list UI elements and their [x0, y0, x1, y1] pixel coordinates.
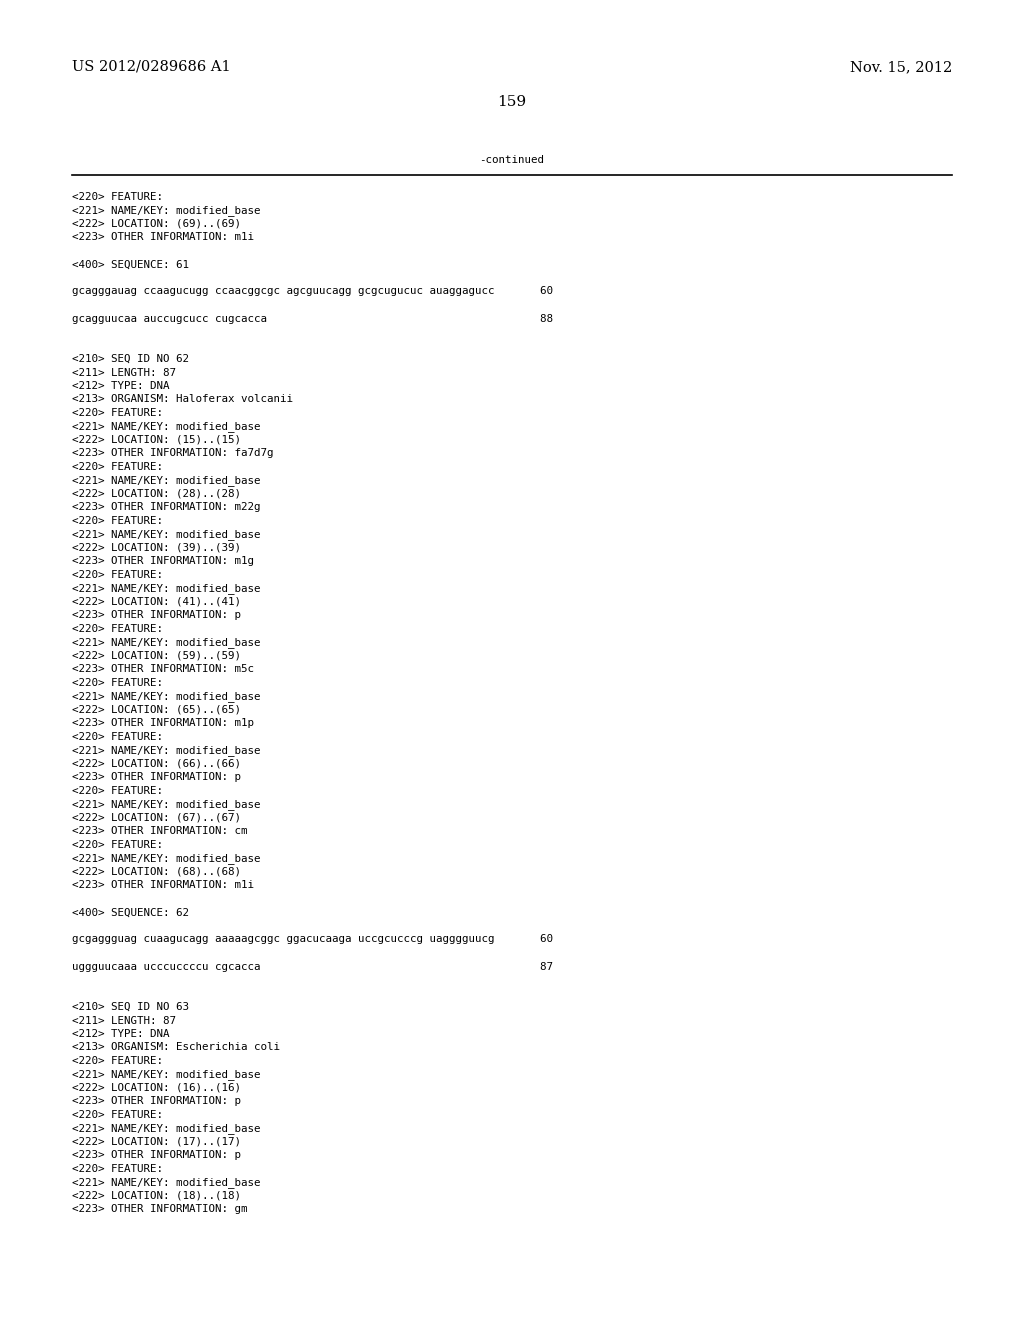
- Text: gcagggauag ccaagucugg ccaacggcgc agcguucagg gcgcugucuc auaggagucc       60: gcagggauag ccaagucugg ccaacggcgc agcguuc…: [72, 286, 553, 297]
- Text: <223> OTHER INFORMATION: p: <223> OTHER INFORMATION: p: [72, 610, 241, 620]
- Text: <221> NAME/KEY: modified_base: <221> NAME/KEY: modified_base: [72, 746, 260, 756]
- Text: <222> LOCATION: (41)..(41): <222> LOCATION: (41)..(41): [72, 597, 241, 607]
- Text: <223> OTHER INFORMATION: m1i: <223> OTHER INFORMATION: m1i: [72, 880, 254, 891]
- Text: <222> LOCATION: (18)..(18): <222> LOCATION: (18)..(18): [72, 1191, 241, 1201]
- Text: <223> OTHER INFORMATION: m5c: <223> OTHER INFORMATION: m5c: [72, 664, 254, 675]
- Text: <221> NAME/KEY: modified_base: <221> NAME/KEY: modified_base: [72, 206, 260, 216]
- Text: <213> ORGANISM: Haloferax volcanii: <213> ORGANISM: Haloferax volcanii: [72, 395, 293, 404]
- Text: US 2012/0289686 A1: US 2012/0289686 A1: [72, 59, 230, 74]
- Text: <223> OTHER INFORMATION: p: <223> OTHER INFORMATION: p: [72, 1151, 241, 1160]
- Text: <223> OTHER INFORMATION: cm: <223> OTHER INFORMATION: cm: [72, 826, 248, 837]
- Text: <221> NAME/KEY: modified_base: <221> NAME/KEY: modified_base: [72, 1177, 260, 1188]
- Text: <222> LOCATION: (16)..(16): <222> LOCATION: (16)..(16): [72, 1082, 241, 1093]
- Text: gcgaggguag cuaagucagg aaaaagcggc ggacucaaga uccgcucccg uagggguucg       60: gcgaggguag cuaagucagg aaaaagcggc ggacuca…: [72, 935, 553, 945]
- Text: <223> OTHER INFORMATION: fa7d7g: <223> OTHER INFORMATION: fa7d7g: [72, 449, 273, 458]
- Text: <210> SEQ ID NO 63: <210> SEQ ID NO 63: [72, 1002, 189, 1012]
- Text: <210> SEQ ID NO 62: <210> SEQ ID NO 62: [72, 354, 189, 364]
- Text: <222> LOCATION: (66)..(66): <222> LOCATION: (66)..(66): [72, 759, 241, 770]
- Text: <221> NAME/KEY: modified_base: <221> NAME/KEY: modified_base: [72, 1069, 260, 1080]
- Text: <223> OTHER INFORMATION: m1g: <223> OTHER INFORMATION: m1g: [72, 557, 254, 566]
- Text: <220> FEATURE:: <220> FEATURE:: [72, 1164, 163, 1173]
- Text: <222> LOCATION: (15)..(15): <222> LOCATION: (15)..(15): [72, 436, 241, 445]
- Text: <221> NAME/KEY: modified_base: <221> NAME/KEY: modified_base: [72, 421, 260, 433]
- Text: <220> FEATURE:: <220> FEATURE:: [72, 462, 163, 473]
- Text: <222> LOCATION: (65)..(65): <222> LOCATION: (65)..(65): [72, 705, 241, 715]
- Text: <223> OTHER INFORMATION: m1p: <223> OTHER INFORMATION: m1p: [72, 718, 254, 729]
- Text: <221> NAME/KEY: modified_base: <221> NAME/KEY: modified_base: [72, 800, 260, 810]
- Text: <220> FEATURE:: <220> FEATURE:: [72, 733, 163, 742]
- Text: <220> FEATURE:: <220> FEATURE:: [72, 840, 163, 850]
- Text: <221> NAME/KEY: modified_base: <221> NAME/KEY: modified_base: [72, 854, 260, 865]
- Text: <221> NAME/KEY: modified_base: <221> NAME/KEY: modified_base: [72, 583, 260, 594]
- Text: <222> LOCATION: (69)..(69): <222> LOCATION: (69)..(69): [72, 219, 241, 228]
- Text: <223> OTHER INFORMATION: p: <223> OTHER INFORMATION: p: [72, 1097, 241, 1106]
- Text: <220> FEATURE:: <220> FEATURE:: [72, 191, 163, 202]
- Text: <213> ORGANISM: Escherichia coli: <213> ORGANISM: Escherichia coli: [72, 1043, 280, 1052]
- Text: <212> TYPE: DNA: <212> TYPE: DNA: [72, 1030, 170, 1039]
- Text: <223> OTHER INFORMATION: m22g: <223> OTHER INFORMATION: m22g: [72, 503, 260, 512]
- Text: <222> LOCATION: (17)..(17): <222> LOCATION: (17)..(17): [72, 1137, 241, 1147]
- Text: gcagguucaa auccugcucc cugcacca                                          88: gcagguucaa auccugcucc cugcacca 88: [72, 314, 553, 323]
- Text: <220> FEATURE:: <220> FEATURE:: [72, 408, 163, 418]
- Text: <222> LOCATION: (39)..(39): <222> LOCATION: (39)..(39): [72, 543, 241, 553]
- Text: <220> FEATURE:: <220> FEATURE:: [72, 624, 163, 634]
- Text: <223> OTHER INFORMATION: m1i: <223> OTHER INFORMATION: m1i: [72, 232, 254, 243]
- Text: Nov. 15, 2012: Nov. 15, 2012: [850, 59, 952, 74]
- Text: <400> SEQUENCE: 61: <400> SEQUENCE: 61: [72, 260, 189, 269]
- Text: <211> LENGTH: 87: <211> LENGTH: 87: [72, 1015, 176, 1026]
- Text: <222> LOCATION: (68)..(68): <222> LOCATION: (68)..(68): [72, 867, 241, 876]
- Text: <222> LOCATION: (28)..(28): <222> LOCATION: (28)..(28): [72, 488, 241, 499]
- Text: <221> NAME/KEY: modified_base: <221> NAME/KEY: modified_base: [72, 692, 260, 702]
- Text: <400> SEQUENCE: 62: <400> SEQUENCE: 62: [72, 908, 189, 917]
- Text: <222> LOCATION: (67)..(67): <222> LOCATION: (67)..(67): [72, 813, 241, 822]
- Text: 159: 159: [498, 95, 526, 110]
- Text: <220> FEATURE:: <220> FEATURE:: [72, 1110, 163, 1119]
- Text: <221> NAME/KEY: modified_base: <221> NAME/KEY: modified_base: [72, 475, 260, 486]
- Text: <221> NAME/KEY: modified_base: <221> NAME/KEY: modified_base: [72, 1123, 260, 1134]
- Text: <220> FEATURE:: <220> FEATURE:: [72, 570, 163, 579]
- Text: <221> NAME/KEY: modified_base: <221> NAME/KEY: modified_base: [72, 529, 260, 540]
- Text: <221> NAME/KEY: modified_base: <221> NAME/KEY: modified_base: [72, 638, 260, 648]
- Text: <222> LOCATION: (59)..(59): <222> LOCATION: (59)..(59): [72, 651, 241, 661]
- Text: uggguucaaa ucccuccccu cgcacca                                           87: uggguucaaa ucccuccccu cgcacca 87: [72, 961, 553, 972]
- Text: -continued: -continued: [479, 154, 545, 165]
- Text: <212> TYPE: DNA: <212> TYPE: DNA: [72, 381, 170, 391]
- Text: <220> FEATURE:: <220> FEATURE:: [72, 678, 163, 688]
- Text: <220> FEATURE:: <220> FEATURE:: [72, 785, 163, 796]
- Text: <220> FEATURE:: <220> FEATURE:: [72, 516, 163, 525]
- Text: <220> FEATURE:: <220> FEATURE:: [72, 1056, 163, 1067]
- Text: <223> OTHER INFORMATION: gm: <223> OTHER INFORMATION: gm: [72, 1204, 248, 1214]
- Text: <211> LENGTH: 87: <211> LENGTH: 87: [72, 367, 176, 378]
- Text: <223> OTHER INFORMATION: p: <223> OTHER INFORMATION: p: [72, 772, 241, 783]
